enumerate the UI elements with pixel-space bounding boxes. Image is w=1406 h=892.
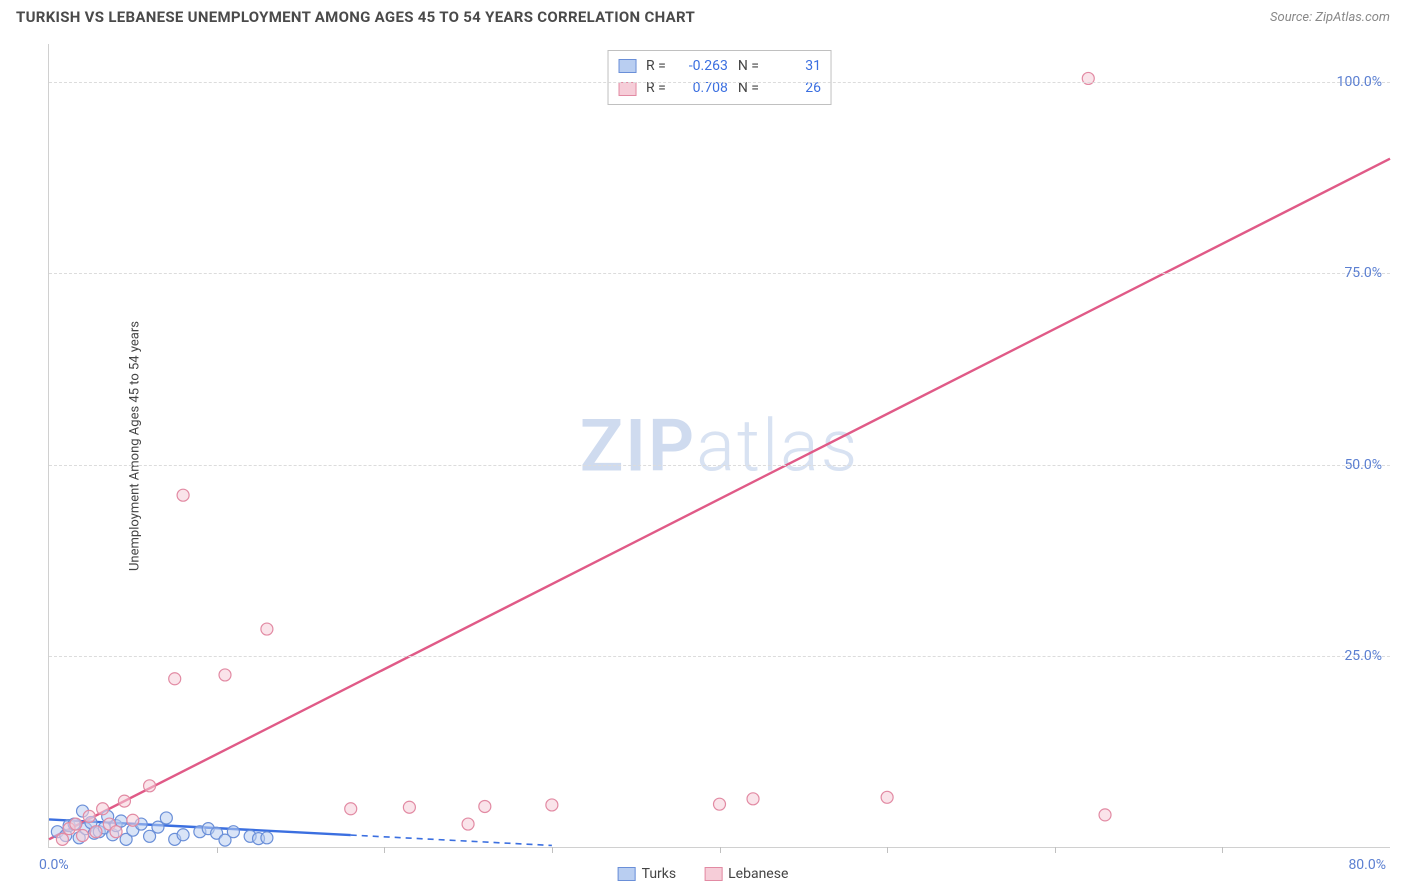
x-tick [887,847,888,853]
x-tick [384,847,385,853]
y-tick-label: 25.0% [1344,648,1382,664]
swatch-turks-icon [618,867,636,881]
x-axis-max-label: 80.0% [1348,857,1386,873]
x-tick [1055,847,1056,853]
x-tick [720,847,721,853]
chart-title: TURKISH VS LEBANESE UNEMPLOYMENT AMONG A… [16,8,695,26]
x-tick [1222,847,1223,853]
x-tick [552,847,553,853]
gridline [49,273,1390,274]
gridline [49,465,1390,466]
plot-svg [49,44,1390,847]
swatch-lebanese-icon [704,867,722,881]
gridline [49,82,1390,83]
chart-plot-area: ZIPatlas R = -0.263 N = 31 R = 0.708 N =… [48,44,1390,848]
x-tick [217,847,218,853]
legend-label-lebanese: Lebanese [728,866,788,882]
gridline [49,656,1390,657]
x-axis-origin-label: 0.0% [39,857,69,873]
y-tick-label: 100.0% [1337,74,1382,90]
y-tick-label: 75.0% [1344,265,1382,281]
source-label: Source: ZipAtlas.com [1270,10,1390,25]
y-tick-label: 50.0% [1344,457,1382,473]
legend: Turks Lebanese [618,866,789,882]
legend-item-turks: Turks [618,866,677,882]
legend-item-lebanese: Lebanese [704,866,788,882]
legend-label-turks: Turks [642,866,677,882]
